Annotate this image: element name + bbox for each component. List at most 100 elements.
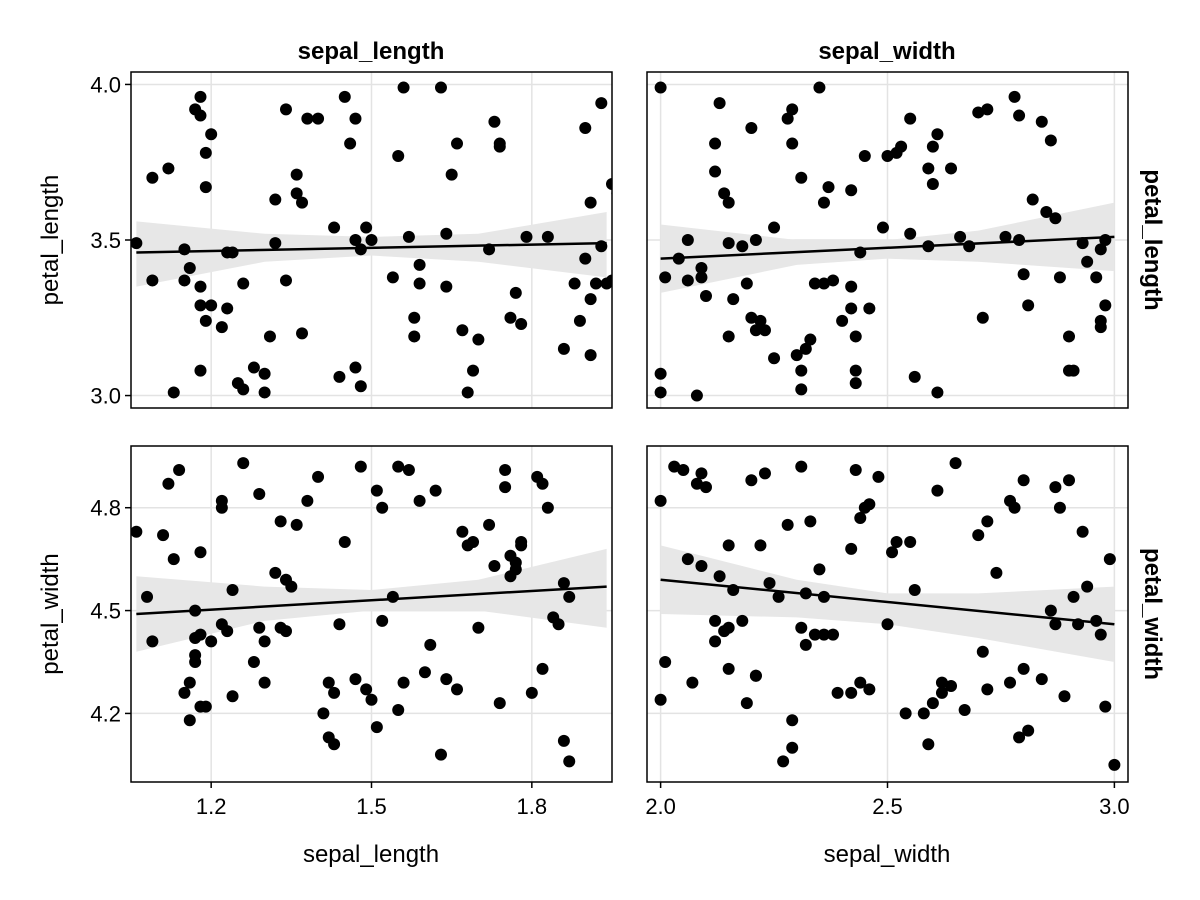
data-point-42 <box>333 370 346 383</box>
data-point-78 <box>557 342 570 355</box>
data-point-64 <box>451 137 464 150</box>
data-point-50 <box>360 683 373 696</box>
data-point-83 <box>1044 134 1057 147</box>
data-point-18 <box>199 700 212 713</box>
data-point-11 <box>699 290 712 302</box>
data-point-46 <box>333 618 346 631</box>
facet-label-row-2: petal_width <box>1139 548 1166 680</box>
data-point-4 <box>668 460 681 473</box>
data-point-85 <box>584 349 597 362</box>
data-point-58 <box>413 277 426 290</box>
panel-r1-c1: 3.0 3.5 4.0 <box>90 71 661 409</box>
regression-line <box>660 235 1115 260</box>
data-point-63 <box>445 168 458 181</box>
data-point-89 <box>552 618 565 631</box>
data-point-98 <box>638 278 650 290</box>
axis-titles: petal_length petal_width sepal_length se… <box>37 175 950 868</box>
data-point-90 <box>606 178 612 190</box>
data-point-5 <box>677 464 690 476</box>
data-point-11 <box>699 481 712 494</box>
data-point-46 <box>845 184 858 197</box>
data-point-83 <box>525 686 538 699</box>
data-point-73 <box>981 103 994 116</box>
data-point-27 <box>758 324 771 337</box>
data-point-30 <box>263 330 276 343</box>
data-point-90 <box>557 734 570 747</box>
data-point-57 <box>408 330 421 343</box>
data-point-101 <box>649 352 661 364</box>
data-point-61 <box>413 494 426 507</box>
data-point-71 <box>981 683 994 696</box>
data-point-58 <box>392 704 405 716</box>
data-point-12 <box>194 280 207 293</box>
data-point-38 <box>290 518 303 531</box>
data-point-26 <box>237 457 250 470</box>
data-point-77 <box>541 230 554 243</box>
data-point-66 <box>440 673 453 686</box>
data-point-10 <box>183 676 196 689</box>
data-point-77 <box>1013 109 1026 122</box>
data-point-49 <box>849 364 862 377</box>
data-point-90 <box>1081 255 1094 268</box>
data-point-51 <box>365 234 378 246</box>
data-point-30 <box>781 112 794 125</box>
data-point-82 <box>1040 206 1053 218</box>
data-point-67 <box>467 364 480 377</box>
data-point-87 <box>1067 590 1080 603</box>
data-point-18 <box>205 299 218 312</box>
data-point-48 <box>349 673 362 686</box>
data-point-41 <box>817 277 830 290</box>
y-axis-label-row-2: petal_width <box>37 553 64 674</box>
data-point-16 <box>722 662 735 675</box>
data-point-3 <box>659 656 672 668</box>
data-point-61 <box>440 227 453 240</box>
data-point-81 <box>579 252 592 265</box>
data-point-95 <box>627 209 639 221</box>
data-point-10 <box>695 560 708 572</box>
data-point-68 <box>456 525 469 538</box>
data-point-36 <box>795 383 808 396</box>
panel-plot-area <box>131 446 612 782</box>
data-point-69 <box>483 243 496 256</box>
data-point-16 <box>722 196 735 209</box>
data-point-48 <box>845 302 858 315</box>
data-point-84 <box>1049 212 1062 225</box>
data-point-25 <box>226 690 239 703</box>
data-point-32 <box>269 237 282 250</box>
data-point-70 <box>981 515 994 528</box>
data-point-94 <box>622 290 634 302</box>
data-point-11 <box>194 109 207 122</box>
data-point-75 <box>1008 90 1021 103</box>
data-point-66 <box>931 128 944 141</box>
data-point-15 <box>199 146 212 159</box>
data-point-88 <box>595 240 608 253</box>
data-point-91 <box>557 577 570 590</box>
data-point-37 <box>296 196 309 209</box>
data-point-78 <box>1017 474 1030 487</box>
data-point-91 <box>606 274 612 287</box>
data-point-45 <box>836 314 849 327</box>
data-point-28 <box>768 221 781 234</box>
data-point-31 <box>258 676 271 689</box>
data-point-48 <box>354 243 367 256</box>
data-point-1 <box>131 237 143 250</box>
data-point-22 <box>745 474 758 487</box>
data-point-20 <box>736 240 749 253</box>
data-point-83 <box>584 196 597 209</box>
data-point-1 <box>654 81 667 94</box>
data-point-19 <box>727 584 740 596</box>
data-point-26 <box>758 467 771 480</box>
data-point-82 <box>515 536 528 548</box>
data-point-28 <box>772 590 785 603</box>
data-point-40 <box>817 628 830 641</box>
data-point-26 <box>754 314 767 327</box>
data-point-62 <box>440 280 453 293</box>
data-point-12 <box>709 635 722 648</box>
data-point-17 <box>722 237 735 250</box>
data-point-52 <box>872 470 885 483</box>
data-point-5 <box>167 386 180 399</box>
regression-line <box>136 585 607 616</box>
data-point-13 <box>709 165 722 178</box>
data-point-21 <box>215 494 228 507</box>
data-point-32 <box>786 714 799 727</box>
